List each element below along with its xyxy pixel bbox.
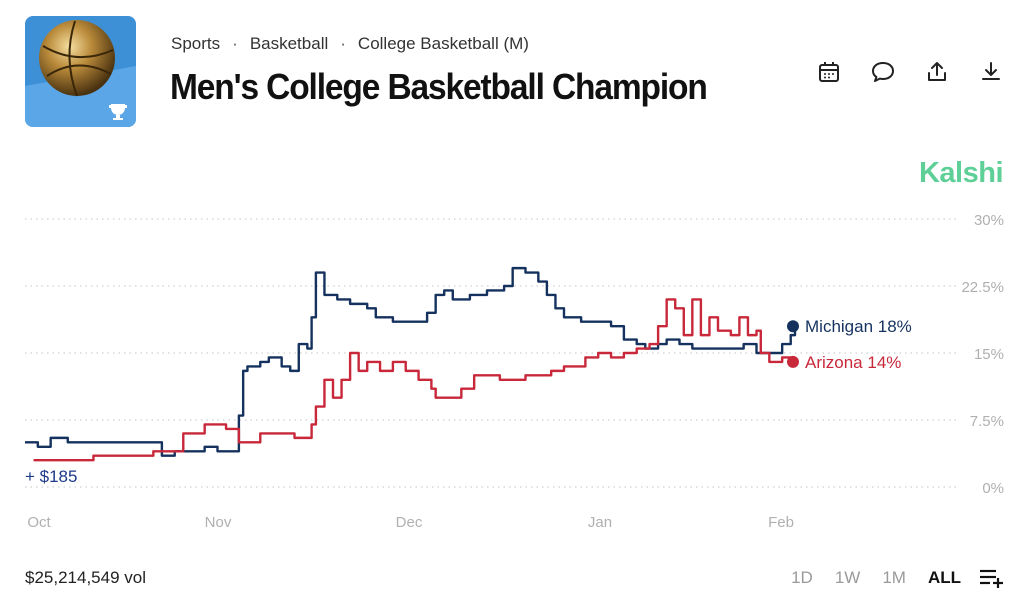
market-thumbnail <box>25 16 136 127</box>
download-button[interactable] <box>977 58 1005 86</box>
breadcrumb-college-basketball[interactable]: College Basketball (M) <box>357 34 529 53</box>
series-line-michigan <box>25 266 797 457</box>
share-icon <box>928 62 946 81</box>
y-axis-ticks: 30% 22.5% 15% 7.5% 0% <box>961 212 1004 497</box>
breadcrumb-separator: · <box>340 34 346 53</box>
range-1m[interactable]: 1M <box>882 568 906 587</box>
calendar-button[interactable] <box>815 58 843 86</box>
volume-annotation: + $185 <box>25 467 77 486</box>
series-labels: Michigan 18% Arizona 14% <box>805 317 912 372</box>
breadcrumb-basketball[interactable]: Basketball <box>249 34 329 53</box>
x-tick-label: Nov <box>205 514 232 531</box>
volume-label: $25,214,549 vol <box>25 568 146 587</box>
y-tick-label: 0% <box>982 480 1004 497</box>
y-tick-label: 7.5% <box>970 413 1004 430</box>
breadcrumb: Sports · Basketball · College Basketball… <box>171 34 529 54</box>
x-axis-ticks: Oct Nov Dec Jan Feb <box>27 514 794 531</box>
kalshi-logo: Kalshi <box>918 157 1004 189</box>
toolbar <box>815 58 1005 86</box>
comment-icon <box>872 62 894 82</box>
time-range-selector: 1D 1W 1M ALL <box>780 567 1004 589</box>
comment-button[interactable] <box>869 58 897 86</box>
chart-settings-icon[interactable] <box>978 567 1004 589</box>
range-1w[interactable]: 1W <box>834 568 861 587</box>
x-tick-label: Feb <box>768 514 794 531</box>
x-tick-label: Oct <box>27 514 51 531</box>
basketball-trophy-image <box>25 16 136 127</box>
download-icon <box>982 62 1000 80</box>
breadcrumb-sports[interactable]: Sports <box>171 34 221 53</box>
trophy-icon <box>109 104 127 120</box>
series-label-arizona[interactable]: Arizona 14% <box>805 353 901 372</box>
share-button[interactable] <box>923 58 951 86</box>
calendar-icon <box>819 62 839 82</box>
y-tick-label: 15% <box>974 346 1004 363</box>
breadcrumb-separator: · <box>232 34 238 53</box>
y-tick-label: 30% <box>974 212 1004 229</box>
page-title: Men's College Basketball Champion <box>170 66 708 107</box>
series-line-arizona <box>33 298 795 462</box>
x-tick-label: Dec <box>396 514 423 531</box>
series-label-michigan[interactable]: Michigan 18% <box>805 317 912 336</box>
y-tick-label: 22.5% <box>961 279 1004 296</box>
chart-grid <box>25 218 960 488</box>
price-chart: 30% 22.5% 15% 7.5% 0% Oct Nov Dec Jan Feb Michig… <box>25 212 1004 531</box>
series-endpoint-arizona[interactable] <box>787 355 799 368</box>
series-endpoint-michigan[interactable] <box>787 320 799 333</box>
range-1d[interactable]: 1D <box>791 568 813 587</box>
series-lines <box>25 266 799 462</box>
x-tick-label: Jan <box>588 514 612 531</box>
range-all[interactable]: ALL <box>927 568 961 587</box>
